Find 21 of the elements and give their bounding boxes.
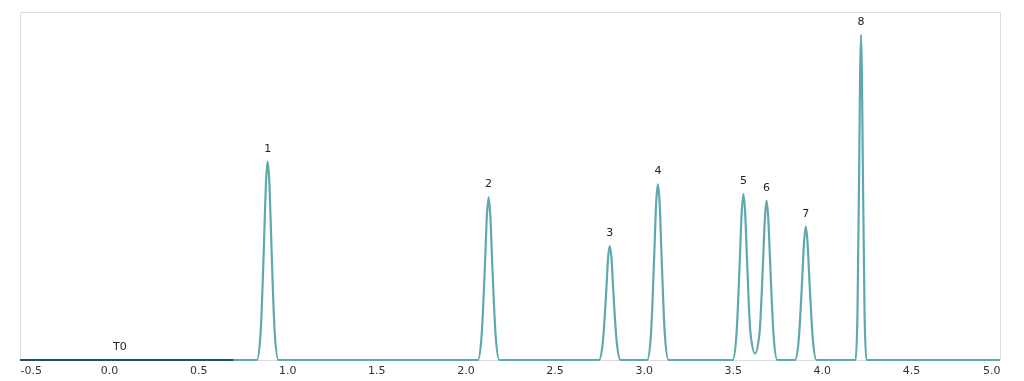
annotation: T0 [111, 340, 127, 353]
annotation: 7 [802, 206, 810, 220]
x-tick-label: 3.0 [635, 363, 653, 377]
x-tick-label: -0.5 [20, 363, 42, 377]
x-tick-label: 1.0 [279, 363, 297, 377]
x-tick-label: 4.0 [813, 363, 832, 377]
x-tick-label: 4.5 [902, 363, 921, 377]
x-tick-label: 0.5 [189, 363, 208, 377]
x-tick-label: 2.0 [457, 363, 475, 377]
annotation: 6 [763, 180, 771, 194]
annotation: 1 [264, 141, 272, 155]
x-tick-label: 3.5 [724, 363, 742, 377]
x-tick-label: 5.0 [983, 363, 1001, 377]
annotation: 2 [485, 177, 493, 191]
annotation: 5 [739, 174, 747, 188]
x-tick-label: 0.0 [100, 363, 119, 377]
annotation: 3 [606, 226, 614, 240]
annotation: 8 [857, 14, 865, 28]
x-tick-label: 1.5 [368, 363, 386, 377]
x-tick-label: 2.5 [546, 363, 564, 377]
annotation: 4 [654, 164, 662, 178]
